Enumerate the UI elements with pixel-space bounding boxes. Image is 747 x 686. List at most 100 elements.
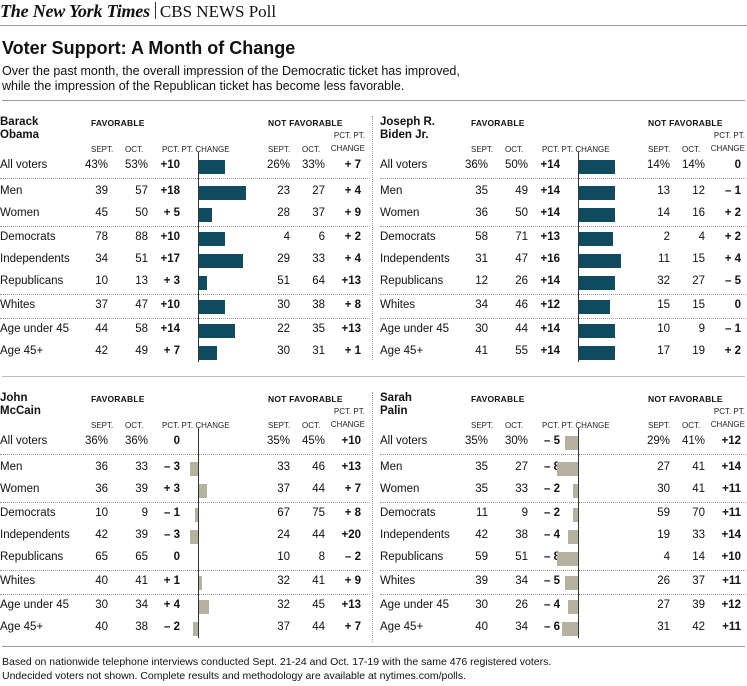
zero-axis bbox=[198, 152, 199, 362]
change-bar bbox=[565, 576, 578, 590]
notfav-sept-value: 26 bbox=[657, 575, 670, 587]
footnote-line: Based on nationwide telephone interviews… bbox=[2, 656, 552, 668]
fav-sept-value: 36 bbox=[95, 461, 108, 473]
notfav-oct-value: 46 bbox=[312, 461, 325, 473]
change-bar bbox=[579, 300, 611, 314]
notfav-oct-value: 45 bbox=[312, 599, 325, 611]
fav-change-value: 0 bbox=[173, 435, 180, 447]
table-row: Independents 42 38 – 4 19 33 +14 bbox=[380, 526, 747, 548]
row-label: Men bbox=[0, 461, 23, 473]
row-label: Democrats bbox=[380, 507, 436, 519]
notfav-oct-value: 44 bbox=[312, 483, 325, 495]
page-title: Voter Support: A Month of Change bbox=[2, 38, 296, 58]
favorable-header: FAVORABLE bbox=[91, 394, 145, 404]
fav-oct-value: 34 bbox=[515, 575, 528, 587]
fav-oct-value: 26 bbox=[515, 599, 528, 611]
notfav-sept-value: 51 bbox=[277, 275, 290, 287]
notfav-oct-value: 38 bbox=[312, 299, 325, 311]
fav-sept-value: 40 bbox=[95, 575, 108, 587]
subtitle: Over the past month, the overall impress… bbox=[2, 64, 602, 94]
notfav-sept-value: 59 bbox=[657, 507, 670, 519]
row-label: All voters bbox=[0, 159, 48, 171]
notfav-oct-value: 8 bbox=[318, 551, 325, 563]
table-row: Whites 39 34 – 5 26 37 +11 bbox=[380, 572, 747, 594]
notfav-sept-value: 67 bbox=[277, 507, 290, 519]
notfav-change-value: +10 bbox=[721, 551, 741, 563]
fav-oct-value: 39 bbox=[135, 483, 148, 495]
change-bar bbox=[199, 346, 218, 360]
fav-sept-value: 11 bbox=[476, 507, 488, 519]
notfav-sept-value: 11 bbox=[658, 253, 670, 265]
row-label: Women bbox=[0, 207, 40, 219]
fav-oct-value: 49 bbox=[135, 345, 148, 357]
fav-sept-value: 37 bbox=[95, 299, 108, 311]
fav-oct-value: 38 bbox=[515, 529, 528, 541]
notfav-sept-value: 37 bbox=[277, 483, 290, 495]
fav-sept-value: 34 bbox=[95, 253, 108, 265]
group-divider bbox=[380, 570, 747, 571]
group-divider bbox=[0, 226, 370, 227]
fav-sept-value: 36% bbox=[464, 159, 488, 171]
row-label: Democrats bbox=[0, 507, 56, 519]
table-row: Republicans 12 26 +14 32 27 – 5 bbox=[380, 272, 747, 294]
group-divider bbox=[0, 178, 370, 179]
fav-change-value: – 6 bbox=[544, 621, 560, 633]
table-row: Independents 42 39 – 3 24 44 +20 bbox=[0, 526, 370, 548]
notfav-sept-value: 29 bbox=[277, 253, 290, 265]
change-label: CHANGE bbox=[710, 144, 745, 153]
notfav-change-value: 0 bbox=[734, 299, 741, 311]
change-bar bbox=[557, 462, 578, 476]
fav-sept-value: 40 bbox=[475, 621, 488, 633]
change-bar bbox=[199, 254, 244, 268]
row-label: Women bbox=[0, 483, 40, 495]
notfav-sept-value: 35% bbox=[266, 435, 290, 447]
notfav-oct-value: 33 bbox=[692, 529, 705, 541]
fav-sept-value: 10 bbox=[95, 275, 108, 287]
table-row: Men 36 33 – 3 33 46 +13 bbox=[0, 458, 370, 480]
fav-change-value: +14 bbox=[540, 345, 560, 357]
table-row: Age 45+ 41 55 +14 17 19 + 2 bbox=[380, 342, 747, 364]
fav-sept-value: 35 bbox=[475, 185, 488, 197]
fav-sept-value: 42 bbox=[475, 529, 488, 541]
group-divider bbox=[0, 454, 370, 455]
notfav-oct-value: 14% bbox=[681, 159, 705, 171]
fav-sept-value: 30 bbox=[475, 323, 488, 335]
change-bar bbox=[579, 232, 613, 246]
change-bar bbox=[567, 600, 578, 614]
notfav-change-value: + 2 bbox=[344, 231, 361, 243]
notfav-sept-value: 31 bbox=[657, 621, 670, 633]
fav-change-value: 0 bbox=[173, 551, 180, 563]
change-bar bbox=[579, 346, 616, 360]
notfav-sept-header: SEPT. bbox=[648, 145, 671, 154]
notfav-oct-value: 27 bbox=[312, 185, 325, 197]
fav-change-value: +14 bbox=[540, 159, 560, 171]
candidate-panel: John McCain FAVORABLE NOT FAVORABLE SEPT. OCT… bbox=[0, 392, 370, 642]
change-bar bbox=[199, 186, 246, 200]
row-label: Age 45+ bbox=[380, 345, 424, 357]
table-row: Democrats 78 88 +10 4 6 + 2 bbox=[0, 228, 370, 250]
notfav-sept-value: 37 bbox=[277, 621, 290, 633]
fav-sept-value: 65 bbox=[95, 551, 108, 563]
fav-change-value: – 1 bbox=[164, 507, 180, 519]
row-label: Independents bbox=[380, 529, 450, 541]
notfav-change-value: + 7 bbox=[344, 483, 361, 495]
notfav-change-value: + 2 bbox=[724, 231, 741, 243]
notfav-oct-value: 44 bbox=[312, 529, 325, 541]
notfav-oct-value: 37 bbox=[312, 207, 325, 219]
notfav-oct-header: OCT. bbox=[682, 145, 701, 154]
table-row: Independents 31 47 +16 11 15 + 4 bbox=[380, 250, 747, 272]
notfav-oct-value: 15 bbox=[692, 253, 705, 265]
table-row: Whites 37 47 +10 30 38 + 8 bbox=[0, 296, 370, 318]
table-row: Age under 45 30 26 – 4 27 39 +12 bbox=[380, 596, 747, 618]
table-row: Whites 40 41 + 1 32 41 + 9 bbox=[0, 572, 370, 594]
group-divider bbox=[0, 594, 370, 595]
fav-sept-value: 30 bbox=[95, 599, 108, 611]
fav-change-value: +14 bbox=[160, 323, 180, 335]
row-label: Age under 45 bbox=[0, 323, 70, 335]
change-bar bbox=[190, 462, 198, 476]
masthead: The New York Times CBS NEWS Poll bbox=[0, 0, 276, 21]
notfav-change-value: +14 bbox=[721, 529, 741, 541]
notfav-oct-value: 33 bbox=[312, 253, 325, 265]
masthead-rule bbox=[0, 25, 747, 26]
notfav-change-value: +13 bbox=[341, 323, 361, 335]
